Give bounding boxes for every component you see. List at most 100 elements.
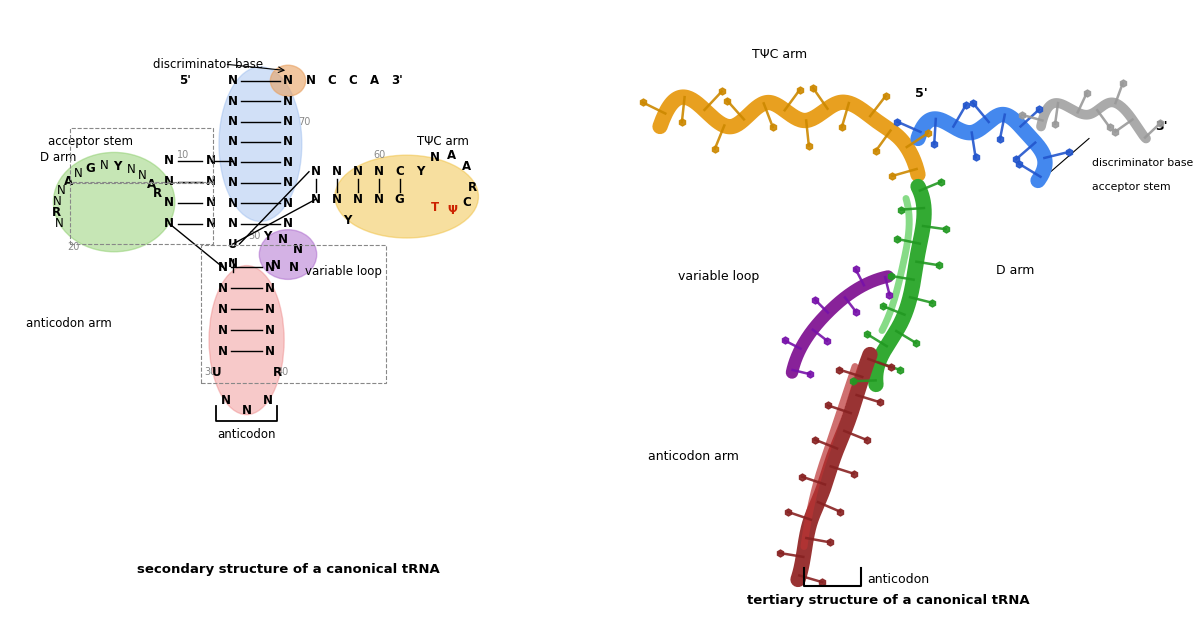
Text: variable loop: variable loop <box>678 270 760 283</box>
Text: N: N <box>138 169 146 182</box>
Text: N: N <box>373 193 384 206</box>
Text: A: A <box>146 177 156 191</box>
Text: C: C <box>328 74 336 87</box>
Text: R: R <box>154 188 162 201</box>
Text: A: A <box>370 74 379 87</box>
Text: N: N <box>164 175 174 188</box>
Text: N: N <box>283 217 293 230</box>
Text: 40: 40 <box>277 367 289 377</box>
Text: N: N <box>293 242 302 256</box>
Bar <box>70 127 214 182</box>
Ellipse shape <box>209 266 284 414</box>
Text: N: N <box>228 136 238 148</box>
Text: 60: 60 <box>373 150 386 160</box>
Text: U: U <box>228 238 238 251</box>
Text: D arm: D arm <box>996 264 1034 277</box>
Ellipse shape <box>54 152 175 252</box>
Text: 50: 50 <box>248 231 260 241</box>
Text: anticodon: anticodon <box>217 428 276 441</box>
Ellipse shape <box>218 67 302 221</box>
Text: D arm: D arm <box>40 151 76 164</box>
Text: N: N <box>228 257 238 270</box>
Text: N: N <box>283 115 293 128</box>
Text: TΨC arm: TΨC arm <box>416 135 468 148</box>
Text: N: N <box>205 175 216 188</box>
Text: N: N <box>218 282 228 295</box>
Text: A: A <box>448 149 456 162</box>
Text: anticodon: anticodon <box>866 573 929 586</box>
Text: anticodon arm: anticodon arm <box>25 317 112 330</box>
Ellipse shape <box>335 155 479 238</box>
Text: N: N <box>311 193 320 206</box>
Text: T: T <box>431 201 439 214</box>
Text: N: N <box>205 217 216 230</box>
Text: 30: 30 <box>204 367 216 377</box>
Text: N: N <box>283 176 293 189</box>
Text: A: A <box>64 174 73 188</box>
Text: 20: 20 <box>67 242 79 252</box>
Text: C: C <box>462 196 472 209</box>
Text: N: N <box>263 394 272 408</box>
Text: N: N <box>164 217 174 230</box>
Text: N: N <box>265 282 275 295</box>
Text: N: N <box>265 302 275 316</box>
Text: 3': 3' <box>391 74 403 87</box>
Text: 5': 5' <box>180 74 192 87</box>
Text: TΨC arm: TΨC arm <box>752 48 808 61</box>
Text: N: N <box>228 217 238 230</box>
Text: N: N <box>205 154 216 168</box>
Text: R: R <box>468 181 478 194</box>
Text: N: N <box>311 165 320 178</box>
Text: Y: Y <box>263 230 271 243</box>
Text: secondary structure of a canonical tRNA: secondary structure of a canonical tRNA <box>137 562 439 576</box>
Text: N: N <box>277 233 288 246</box>
Text: N: N <box>228 94 238 108</box>
Text: 5': 5' <box>914 87 928 100</box>
Text: N: N <box>205 196 216 209</box>
Text: A: A <box>462 160 472 172</box>
Text: R: R <box>272 366 282 379</box>
Text: N: N <box>221 394 230 408</box>
Text: N: N <box>283 197 293 210</box>
Ellipse shape <box>259 230 317 279</box>
Text: N: N <box>126 163 136 176</box>
Text: N: N <box>430 151 440 164</box>
Text: N: N <box>218 302 228 316</box>
Text: N: N <box>228 156 238 169</box>
Text: N: N <box>265 324 275 337</box>
Text: anticodon arm: anticodon arm <box>648 450 739 463</box>
Text: Y: Y <box>343 214 352 227</box>
Text: N: N <box>228 197 238 210</box>
Bar <box>200 245 385 383</box>
Text: N: N <box>331 165 342 178</box>
Text: C: C <box>349 74 358 87</box>
Text: Ψ: Ψ <box>448 204 457 217</box>
Text: N: N <box>331 193 342 206</box>
Text: discriminator base: discriminator base <box>1092 158 1193 168</box>
Text: N: N <box>283 74 293 87</box>
Text: N: N <box>218 324 228 337</box>
Text: Y: Y <box>114 160 122 173</box>
Text: variable loop: variable loop <box>305 264 382 278</box>
Text: N: N <box>228 176 238 189</box>
Text: N: N <box>164 154 174 168</box>
Text: N: N <box>271 259 281 272</box>
Text: N: N <box>241 404 252 418</box>
Text: acceptor stem: acceptor stem <box>48 135 133 148</box>
Text: discriminator base: discriminator base <box>152 58 263 71</box>
Text: N: N <box>218 344 228 357</box>
Text: acceptor stem: acceptor stem <box>1092 181 1171 191</box>
Ellipse shape <box>270 65 306 96</box>
Text: N: N <box>373 165 384 178</box>
Text: N: N <box>353 193 362 206</box>
Bar <box>70 182 214 244</box>
Text: G: G <box>85 162 96 175</box>
Text: N: N <box>283 156 293 169</box>
Text: N: N <box>228 74 238 87</box>
Text: 10: 10 <box>176 150 188 160</box>
Text: N: N <box>100 159 108 172</box>
Text: N: N <box>53 195 61 208</box>
Text: tertiary structure of a canonical tRNA: tertiary structure of a canonical tRNA <box>746 594 1030 607</box>
Text: N: N <box>288 261 299 274</box>
Text: N: N <box>56 184 66 197</box>
